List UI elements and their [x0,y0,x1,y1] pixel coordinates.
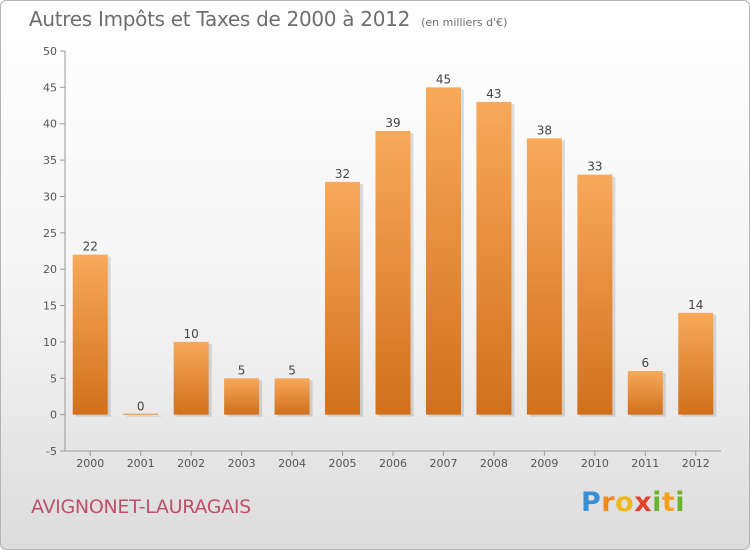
bar-value-label: 43 [486,87,501,101]
x-tick-label: 2008 [480,457,508,470]
y-tick-label: 30 [43,190,57,203]
y-tick-label: 5 [50,372,57,385]
bar [325,181,361,415]
x-tick-label: 2011 [631,457,659,470]
bar-value-label: 45 [436,72,451,86]
bar [678,312,714,415]
bar [627,371,663,415]
x-tick-label: 2002 [177,457,205,470]
y-tick-label: 50 [43,45,57,58]
town-name: AVIGNONET-LAURAGAIS [31,496,251,518]
y-tick-label: 25 [43,227,57,240]
x-tick-label: 2004 [278,457,306,470]
y-tick-label: 15 [43,300,57,313]
x-tick-label: 2005 [329,457,357,470]
bar-value-label: 0 [137,400,145,414]
x-tick-label: 2001 [127,457,155,470]
x-tick-label: 2003 [228,457,256,470]
bar [526,138,562,415]
chart-title: Autres Impôts et Taxes de 2000 à 2012 [29,7,410,31]
y-tick-label: 0 [50,409,57,422]
bar-value-label: 22 [83,240,98,254]
bar [425,87,461,415]
x-tick-label: 2009 [530,457,558,470]
proxiti-logo: Proxiti [581,487,686,518]
y-tick-label: 35 [43,154,57,167]
y-tick-label: 40 [43,118,57,131]
bar [577,174,613,415]
bar [123,413,159,415]
bar [173,341,209,415]
x-tick-label: 2006 [379,457,407,470]
y-tick-label: 20 [43,263,57,276]
x-tick-label: 2007 [429,457,457,470]
bar [224,378,260,415]
bar-value-label: 33 [587,160,602,174]
bar-value-label: 39 [385,116,400,130]
bar [476,101,512,415]
x-tick-label: 2010 [581,457,609,470]
bar [375,131,411,415]
bar [274,378,310,415]
data-labels: 22 0 10 5 5 32 39 45 43 38 33 6 14 [83,72,704,413]
bar-value-label: 5 [288,363,296,377]
bar [72,254,108,415]
bar-value-label: 32 [335,167,350,181]
bar-value-label: 38 [537,123,552,137]
bar-value-label: 10 [184,327,199,341]
bar-value-label: 5 [238,363,246,377]
bar-value-label: 6 [641,356,649,370]
y-tick-label: -5 [46,445,57,458]
bar-value-label: 14 [688,298,703,312]
title-row: Autres Impôts et Taxes de 2000 à 2012 (e… [29,7,507,31]
bars [72,87,717,417]
y-tick-label: 10 [43,336,57,349]
x-tick-label: 2012 [682,457,710,470]
x-tick-label: 2000 [76,457,104,470]
chart-subtitle: (en milliers d'€) [421,16,508,29]
y-tick-label: 45 [43,81,57,94]
bar-shadow [126,415,162,417]
